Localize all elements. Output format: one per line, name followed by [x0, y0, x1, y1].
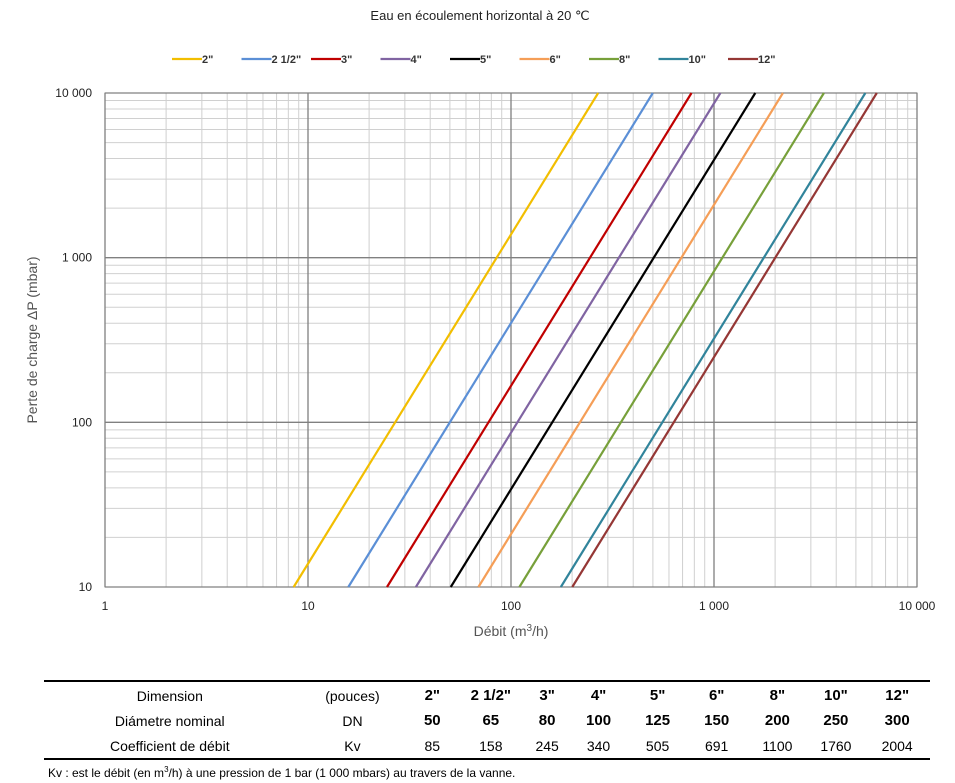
series-line-3 [414, 92, 722, 588]
row-unit-pouces: (pouces) [325, 687, 380, 704]
series-line-7 [559, 92, 867, 588]
cell-dn-5: 150 [704, 712, 730, 729]
row-unit-kv: Kv [344, 737, 361, 754]
legend-label-1: 2 1/2" [272, 54, 302, 66]
cell-dn-3: 100 [586, 712, 612, 729]
cell-dn-7: 250 [823, 712, 849, 729]
row-label-dimension: Dimension [136, 687, 203, 704]
cell-size-7: 10" [823, 687, 848, 704]
series-line-6 [518, 92, 825, 588]
series-line-2 [386, 92, 693, 588]
x-axis-title: Débit (m3/h) [474, 623, 549, 639]
y-tick-label: 1 000 [62, 251, 92, 265]
spec-table: Dimension (pouces) 2" 2 1/2" 3" 4" 5" 6" 8" 10"… [44, 681, 930, 758]
x-tick-label: 1 [102, 599, 109, 613]
cell-kv-1: 158 [479, 737, 503, 754]
series-lines [292, 92, 878, 588]
row-unit-dn: DN [342, 712, 363, 729]
legend-label-4: 5" [480, 54, 491, 66]
series-line-1 [347, 92, 654, 588]
cell-kv-3: 340 [586, 737, 611, 754]
legend-label-8: 12" [758, 54, 775, 66]
cell-dn-2: 80 [538, 712, 556, 729]
series-line-4 [449, 92, 757, 588]
x-tick-label: 10 [301, 599, 315, 613]
legend-label-5: 6" [550, 54, 561, 66]
chart: Eau en écoulement horizontal à 20 ℃ 2" 2 … [24, 8, 936, 639]
cell-dn-6: 200 [764, 712, 790, 729]
cell-size-4: 5" [649, 687, 666, 704]
cell-kv-2: 245 [535, 737, 559, 754]
cell-kv-0: 85 [424, 737, 441, 754]
cell-size-1: 2 1/2" [470, 687, 512, 704]
chart-title: Eau en écoulement horizontal à 20 ℃ [370, 8, 589, 23]
cell-size-6: 8" [769, 687, 786, 704]
x-tick-label: 10 000 [899, 599, 936, 613]
x-tick-label: 100 [501, 599, 521, 613]
y-tick-label: 100 [72, 415, 92, 429]
cell-size-5: 6" [708, 687, 725, 704]
y-axis-ticks: 10 100 1 000 10 000 [55, 86, 92, 594]
cell-dn-8: 300 [884, 712, 910, 729]
x-axis-ticks: 1 10 100 1 000 10 000 [102, 599, 936, 613]
row-label-coefficient: Coefficient de débit [109, 737, 230, 754]
footnote: Kv : est le débit (en m3/h) à une pressi… [48, 765, 516, 780]
table-bottom-rule [44, 758, 930, 760]
chart-grid [104, 92, 918, 588]
cell-size-0: 2" [424, 687, 441, 704]
legend-label-6: 8" [619, 54, 630, 66]
table-row-dn: Diámetre nominal DN 50 65 80 100 125 150 200 25… [44, 708, 930, 733]
table-top-rule [44, 680, 930, 682]
cell-kv-7: 1760 [820, 737, 852, 754]
legend-label-0: 2" [202, 54, 213, 66]
cell-size-3: 4" [590, 687, 607, 704]
cell-kv-4: 505 [645, 737, 670, 754]
cell-dn-0: 50 [423, 712, 441, 729]
series-line-0 [292, 92, 600, 588]
series-line-8 [571, 92, 878, 588]
x-tick-label: 1 000 [699, 599, 729, 613]
legend: 2" 2 1/2" 3" 4" 5" 6" 8" 10" 12" [172, 54, 775, 66]
row-label-diametre: Diámetre nominal [114, 712, 225, 729]
table-row-kv: Coefficient de débit Kv 85 158 245 340 505 69… [44, 733, 930, 758]
y-tick-label: 10 000 [55, 86, 92, 100]
series-line-5 [477, 92, 784, 588]
cell-kv-5: 691 [704, 737, 729, 754]
legend-label-2: 3" [341, 54, 352, 66]
legend-label-3: 4" [411, 54, 422, 66]
legend-label-7: 10" [689, 54, 706, 66]
cell-kv-8: 2004 [881, 737, 913, 754]
cell-kv-6: 1100 [762, 737, 793, 754]
y-axis-title: Perte de charge ΔP (mbar) [24, 256, 40, 423]
y-tick-label: 10 [79, 580, 93, 594]
cell-size-8: 12" [885, 687, 910, 704]
table-row-dimension: Dimension (pouces) 2" 2 1/2" 3" 4" 5" 6" 8" 10"… [44, 681, 930, 708]
cell-dn-1: 65 [482, 712, 500, 729]
cell-dn-4: 125 [645, 712, 671, 729]
cell-size-2: 3" [539, 687, 555, 704]
